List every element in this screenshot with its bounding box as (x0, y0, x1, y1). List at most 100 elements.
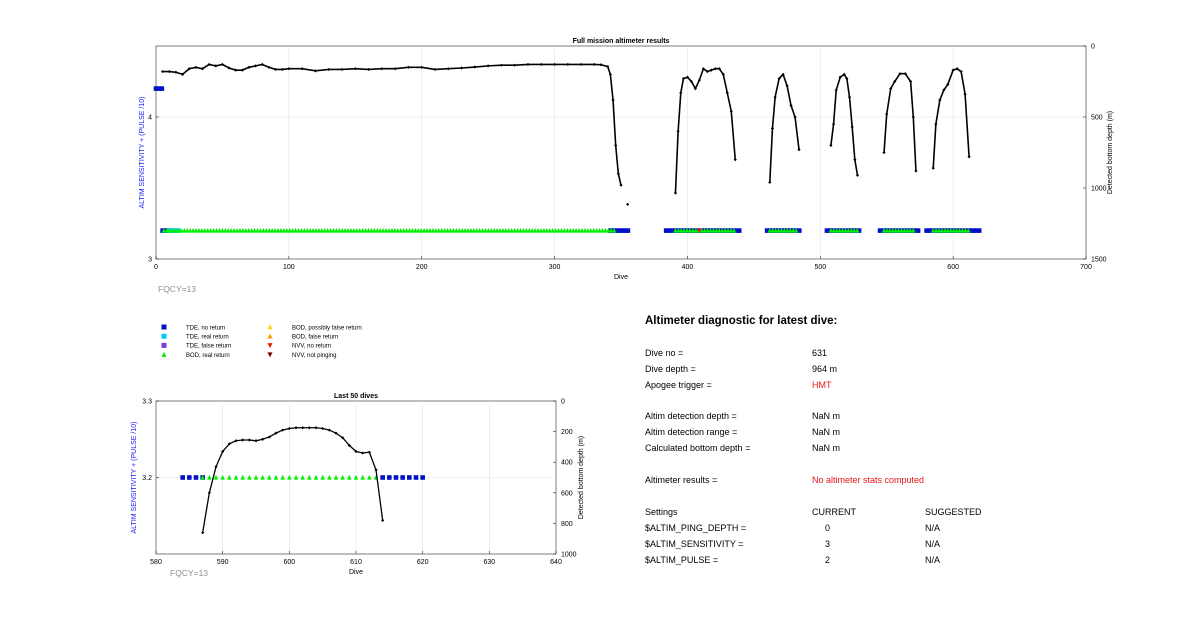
bod-real-return-marker (930, 228, 936, 233)
tde-no-return-marker (159, 86, 165, 91)
bod-real-return-marker (319, 228, 325, 233)
bod-real-return-marker (243, 228, 249, 233)
bod-real-return-marker (676, 228, 681, 233)
depth-point (294, 426, 298, 430)
bod-real-return-marker (448, 228, 453, 233)
depth-point (717, 67, 721, 71)
depth-point (353, 67, 357, 71)
bod-real-return-marker (681, 228, 687, 233)
chart-panel-0: 0 100 200 300 400 500 600 700 3 4 0 500 1000 1500 Full… (139, 38, 1114, 294)
depth-point (234, 439, 238, 443)
bod-real-return-marker (965, 228, 971, 233)
bod-real-return-marker (293, 228, 298, 233)
depth-point (241, 438, 245, 442)
bod-real-return-marker (389, 228, 395, 233)
diag-label-dive-depth: Dive depth = (645, 364, 696, 374)
bod-real-return-marker (253, 474, 259, 480)
bod-real-return-marker (854, 228, 860, 233)
bod-real-return-marker (272, 228, 278, 233)
depth-point (366, 67, 371, 72)
bod-real-return-marker (328, 228, 333, 233)
bod-real-return-marker (588, 228, 594, 233)
depth-point (367, 450, 371, 454)
bod-real-return-marker (890, 228, 896, 233)
bod-real-return-marker (828, 228, 834, 233)
bod-real-return-marker (261, 228, 266, 233)
bod-real-return-marker (776, 228, 781, 233)
bod-real-return-marker (687, 228, 693, 233)
x-tick-label: 700 (1080, 264, 1092, 271)
diag-value-dive-no: 631 (812, 348, 828, 358)
depth-point (194, 65, 198, 69)
depth-point (829, 143, 833, 147)
bod-real-return-marker (445, 228, 450, 233)
depth-point (611, 98, 615, 102)
tde-no-return-marker (666, 228, 672, 233)
tde-no-return-marker (912, 228, 918, 233)
diag-value-dive-depth: 964 m (812, 364, 838, 374)
bod-real-return-marker (280, 474, 285, 480)
diag-value-detection-depth: NaN m (812, 411, 841, 421)
x-axis-label: Dive (614, 274, 628, 281)
depth-point (240, 68, 244, 72)
bod-real-return-marker (503, 228, 509, 233)
chart-title: Full mission altimeter results (573, 38, 670, 45)
legend-marker-tde-no-return (161, 324, 167, 330)
depth-point (334, 431, 338, 435)
bod-real-return-marker (187, 228, 193, 233)
bod-real-return-marker (486, 228, 491, 233)
bod-real-return-marker (214, 228, 219, 233)
bod-real-return-marker (436, 228, 442, 233)
tde-no-return-marker (824, 228, 830, 233)
bod-real-return-marker (939, 228, 945, 233)
bod-real-return-marker (267, 474, 272, 480)
bod-real-return-marker (351, 228, 357, 233)
y2-tick-label: 200 (561, 429, 573, 436)
y2-tick-label: 800 (561, 521, 573, 528)
diag-label-detection-depth: Altim detection depth = (645, 411, 737, 421)
bod-real-return-marker (714, 228, 719, 233)
bod-real-return-marker (281, 228, 287, 233)
nvv-no-return-marker (697, 228, 702, 234)
depth-point (608, 72, 612, 76)
depth-point (850, 125, 854, 129)
bod-real-return-marker (500, 228, 506, 233)
bod-real-return-marker (367, 474, 372, 480)
x-tick-label: 590 (217, 559, 229, 566)
setting-suggested-pulse: N/A (925, 555, 941, 565)
bod-real-return-marker (200, 474, 205, 480)
bod-real-return-marker (910, 228, 916, 233)
bod-real-return-marker (258, 228, 263, 233)
bod-real-return-marker (240, 474, 245, 480)
depth-profile-line (932, 67, 970, 169)
x-tick-label: 500 (814, 264, 826, 271)
tde-no-return-marker (180, 475, 185, 480)
bod-real-return-marker (331, 228, 336, 233)
bod-real-return-marker (161, 228, 167, 233)
bod-real-return-marker (240, 228, 246, 233)
diag-label-bottom-depth: Calculated bottom depth = (645, 443, 751, 453)
depth-point (187, 67, 191, 71)
tde-no-return-marker (400, 475, 405, 480)
legend-marker-tde-real-return (161, 333, 167, 339)
y2-tick-label: 0 (561, 399, 565, 406)
depth-point (420, 65, 424, 69)
bod-real-return-marker (494, 228, 500, 233)
y-tick-label: 3.2 (142, 475, 152, 482)
bod-real-return-marker (287, 228, 292, 233)
tde-no-return-marker (625, 228, 631, 233)
depth-point (963, 92, 967, 96)
depth-point (274, 431, 278, 435)
chart-title: Last 50 dives (334, 393, 378, 400)
depth-point (721, 72, 725, 76)
tde-no-return-marker (407, 475, 412, 480)
bod-real-return-marker (553, 228, 558, 233)
depth-point (261, 437, 265, 441)
depth-point (300, 67, 304, 71)
bod-real-return-marker (337, 228, 342, 233)
bod-real-return-marker (327, 474, 332, 480)
bod-real-return-marker (185, 228, 190, 233)
depth-point (280, 67, 284, 72)
bod-real-return-marker (884, 228, 890, 233)
y2-tick-label: 600 (561, 490, 573, 497)
